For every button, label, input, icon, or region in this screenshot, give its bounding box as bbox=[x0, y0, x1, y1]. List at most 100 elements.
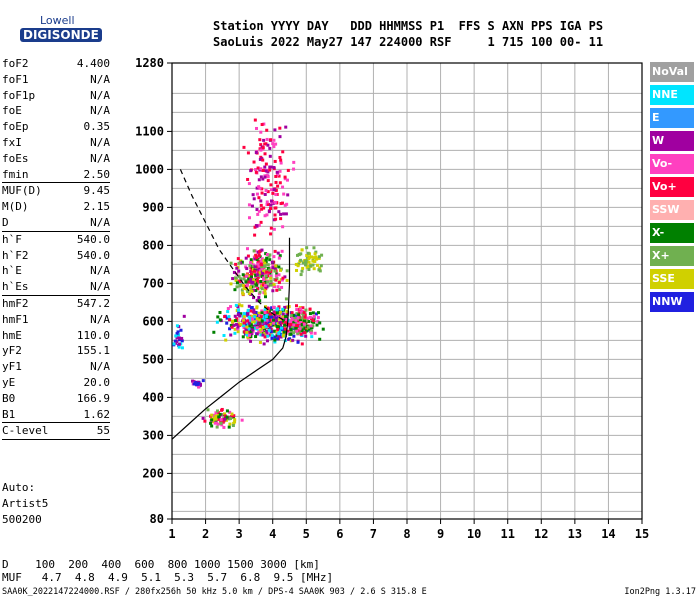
echo-point bbox=[237, 303, 241, 307]
echo-point bbox=[247, 182, 251, 186]
echo-point bbox=[255, 306, 259, 310]
echo-point bbox=[296, 340, 300, 344]
echo-point bbox=[239, 312, 243, 316]
echo-point bbox=[254, 168, 258, 172]
param-key: foF1 bbox=[2, 72, 29, 86]
x-tick-label: 2 bbox=[202, 527, 209, 541]
param-key: M(D) bbox=[2, 200, 29, 214]
echo-point bbox=[294, 315, 298, 319]
echo-point bbox=[266, 263, 270, 267]
echo-point bbox=[177, 345, 181, 349]
y-tick-label: 1000 bbox=[135, 162, 164, 176]
param-value: 20.0 bbox=[83, 375, 111, 389]
y-tick-label: 700 bbox=[142, 276, 164, 290]
echo-point bbox=[281, 150, 285, 154]
echo-point bbox=[246, 311, 250, 315]
echo-point bbox=[297, 253, 301, 257]
y-tick-label: 200 bbox=[142, 466, 164, 480]
x-tick-label: 1 bbox=[168, 527, 175, 541]
echo-point bbox=[210, 418, 214, 422]
echo-point bbox=[316, 316, 320, 320]
echo-point bbox=[281, 312, 285, 316]
param-row-foep: foEp 0.35 bbox=[2, 119, 110, 135]
echo-point bbox=[238, 314, 242, 318]
echo-point bbox=[272, 145, 276, 149]
echo-point bbox=[260, 191, 264, 195]
header-line-2: SaoLuis 2022 May27 147 224000 RSF 1 715 … bbox=[213, 35, 604, 49]
echo-point bbox=[249, 309, 253, 313]
echo-point bbox=[266, 280, 270, 284]
echo-point bbox=[258, 340, 262, 344]
echo-point bbox=[237, 269, 241, 273]
echo-point bbox=[269, 138, 273, 142]
param-row-c-level: C-level 55 bbox=[2, 423, 110, 439]
echo-point bbox=[250, 314, 254, 318]
echo-point bbox=[252, 315, 256, 319]
echo-point bbox=[260, 123, 264, 127]
x-tick-label: 13 bbox=[568, 527, 582, 541]
echo-point bbox=[255, 332, 259, 336]
echo-point bbox=[233, 420, 237, 424]
echo-point bbox=[241, 292, 245, 296]
echo-point bbox=[176, 330, 180, 334]
echo-point bbox=[223, 315, 227, 319]
echo-point bbox=[251, 328, 255, 332]
echo-point bbox=[242, 315, 246, 319]
digisonde-logo: Lowell DIGISONDE bbox=[4, 6, 104, 42]
echo-point bbox=[281, 201, 285, 205]
echo-point bbox=[283, 177, 287, 181]
echo-point bbox=[296, 331, 300, 335]
echo-point bbox=[228, 422, 232, 426]
echo-point bbox=[252, 263, 256, 267]
echo-point bbox=[258, 316, 262, 320]
echo-point bbox=[277, 174, 281, 178]
param-key: yF2 bbox=[2, 344, 22, 358]
echo-point bbox=[295, 268, 299, 272]
echo-point bbox=[264, 295, 268, 299]
echo-point bbox=[255, 298, 259, 302]
echo-point bbox=[306, 251, 310, 255]
echo-point bbox=[250, 332, 254, 336]
echo-point bbox=[235, 285, 239, 289]
param-value: 2.15 bbox=[83, 200, 111, 214]
echo-point bbox=[312, 256, 316, 260]
echo-point bbox=[270, 188, 274, 192]
y-tick-label: 400 bbox=[142, 390, 164, 404]
echo-point bbox=[233, 331, 237, 335]
echo-point bbox=[255, 208, 259, 212]
echo-point bbox=[197, 385, 201, 389]
echo-point bbox=[285, 310, 289, 314]
echo-point bbox=[238, 279, 242, 283]
echo-point bbox=[282, 319, 286, 323]
legend-e: E bbox=[650, 108, 694, 128]
x-tick-label: 12 bbox=[534, 527, 548, 541]
echo-point bbox=[253, 324, 257, 328]
echo-point bbox=[291, 313, 295, 317]
param-value: N/A bbox=[90, 135, 110, 149]
echo-point bbox=[275, 337, 279, 341]
echo-point bbox=[271, 263, 275, 267]
param-row-fmin: fmin 2.50 bbox=[2, 167, 110, 183]
echo-point bbox=[206, 408, 210, 412]
echo-point bbox=[260, 248, 264, 252]
echo-point bbox=[271, 266, 275, 270]
echo-point bbox=[315, 263, 319, 267]
echo-point bbox=[242, 145, 246, 149]
echo-point bbox=[279, 324, 283, 328]
echo-point bbox=[277, 273, 281, 277]
echo-point bbox=[313, 331, 317, 335]
echo-point bbox=[264, 162, 268, 166]
echo-point bbox=[278, 135, 282, 139]
echo-point bbox=[265, 256, 269, 260]
echo-point bbox=[215, 320, 219, 324]
echo-point bbox=[269, 318, 273, 322]
echo-point bbox=[292, 323, 296, 327]
echo-point bbox=[254, 321, 258, 325]
x-tick-label: 9 bbox=[437, 527, 444, 541]
echo-point bbox=[290, 311, 294, 315]
echo-point bbox=[214, 415, 218, 419]
echo-point bbox=[216, 411, 220, 415]
param-row-yf2: yF2 155.1 bbox=[2, 343, 110, 359]
echo-point bbox=[270, 336, 274, 340]
echo-point bbox=[249, 266, 253, 270]
